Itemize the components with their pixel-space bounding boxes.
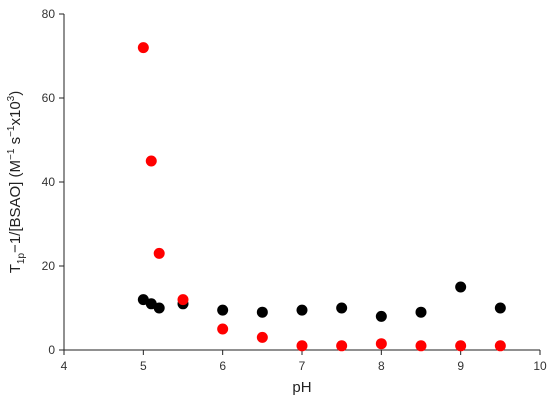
x-tick-label: 8 (378, 359, 385, 373)
y-tick-label: 40 (42, 175, 56, 189)
black-data-point (455, 281, 467, 293)
red-data-point (217, 323, 229, 335)
y-axis-title: T1p−1/[BSAO] (M−1 s−1x103) (6, 91, 27, 273)
x-tick-label: 7 (299, 359, 306, 373)
x-tick-label: 9 (457, 359, 464, 373)
x-axis-ticks: 4 5 6 7 8 9 10 (61, 350, 547, 373)
y-tick-label: 80 (42, 7, 56, 21)
y-axis-ticks: 0 20 40 60 80 (42, 7, 64, 357)
black-data-point (153, 302, 165, 314)
black-data-point (217, 304, 229, 316)
x-tick-label: 6 (219, 359, 226, 373)
red-data-point (256, 331, 268, 343)
y-axis-title-part: −1 (6, 125, 17, 137)
red-data-point (296, 340, 308, 352)
red-data-point (177, 294, 189, 306)
y-axis-title-part: −1/[BSAO] (M (7, 160, 24, 253)
y-axis-title-part: ) (7, 91, 24, 96)
y-axis-title-part: T (7, 264, 24, 273)
black-data-point (296, 304, 308, 316)
red-data-point (455, 340, 467, 352)
y-axis-title-part: 3 (6, 95, 17, 101)
y-tick-label: 0 (48, 343, 55, 357)
red-data-point (375, 338, 387, 350)
red-data-point (494, 340, 506, 352)
y-tick-label: 20 (42, 259, 56, 273)
x-tick-label: 10 (533, 359, 547, 373)
x-tick-label: 4 (61, 359, 68, 373)
red-data-point (145, 155, 157, 167)
x-tick-label: 5 (140, 359, 147, 373)
y-axis-title-part: x10 (7, 101, 24, 125)
black-data-point (256, 306, 268, 318)
y-tick-label: 60 (42, 91, 56, 105)
red-data-point (415, 340, 427, 352)
red-data-point (137, 42, 149, 54)
y-axis-title-part: s (7, 137, 24, 149)
black-data-point (336, 302, 348, 314)
black-data-point (494, 302, 506, 314)
red-data-point (153, 247, 165, 259)
black-data-point (375, 310, 387, 322)
red-data-point (336, 340, 348, 352)
plot-area: 4 5 6 7 8 9 10 0 20 40 60 80 (42, 7, 547, 373)
black-data-point (415, 306, 427, 318)
x-axis-title: pH (292, 379, 311, 396)
y-axis-title-part: 1p (16, 253, 27, 265)
y-axis-title-part: −1 (6, 148, 17, 160)
data-points (137, 42, 506, 352)
